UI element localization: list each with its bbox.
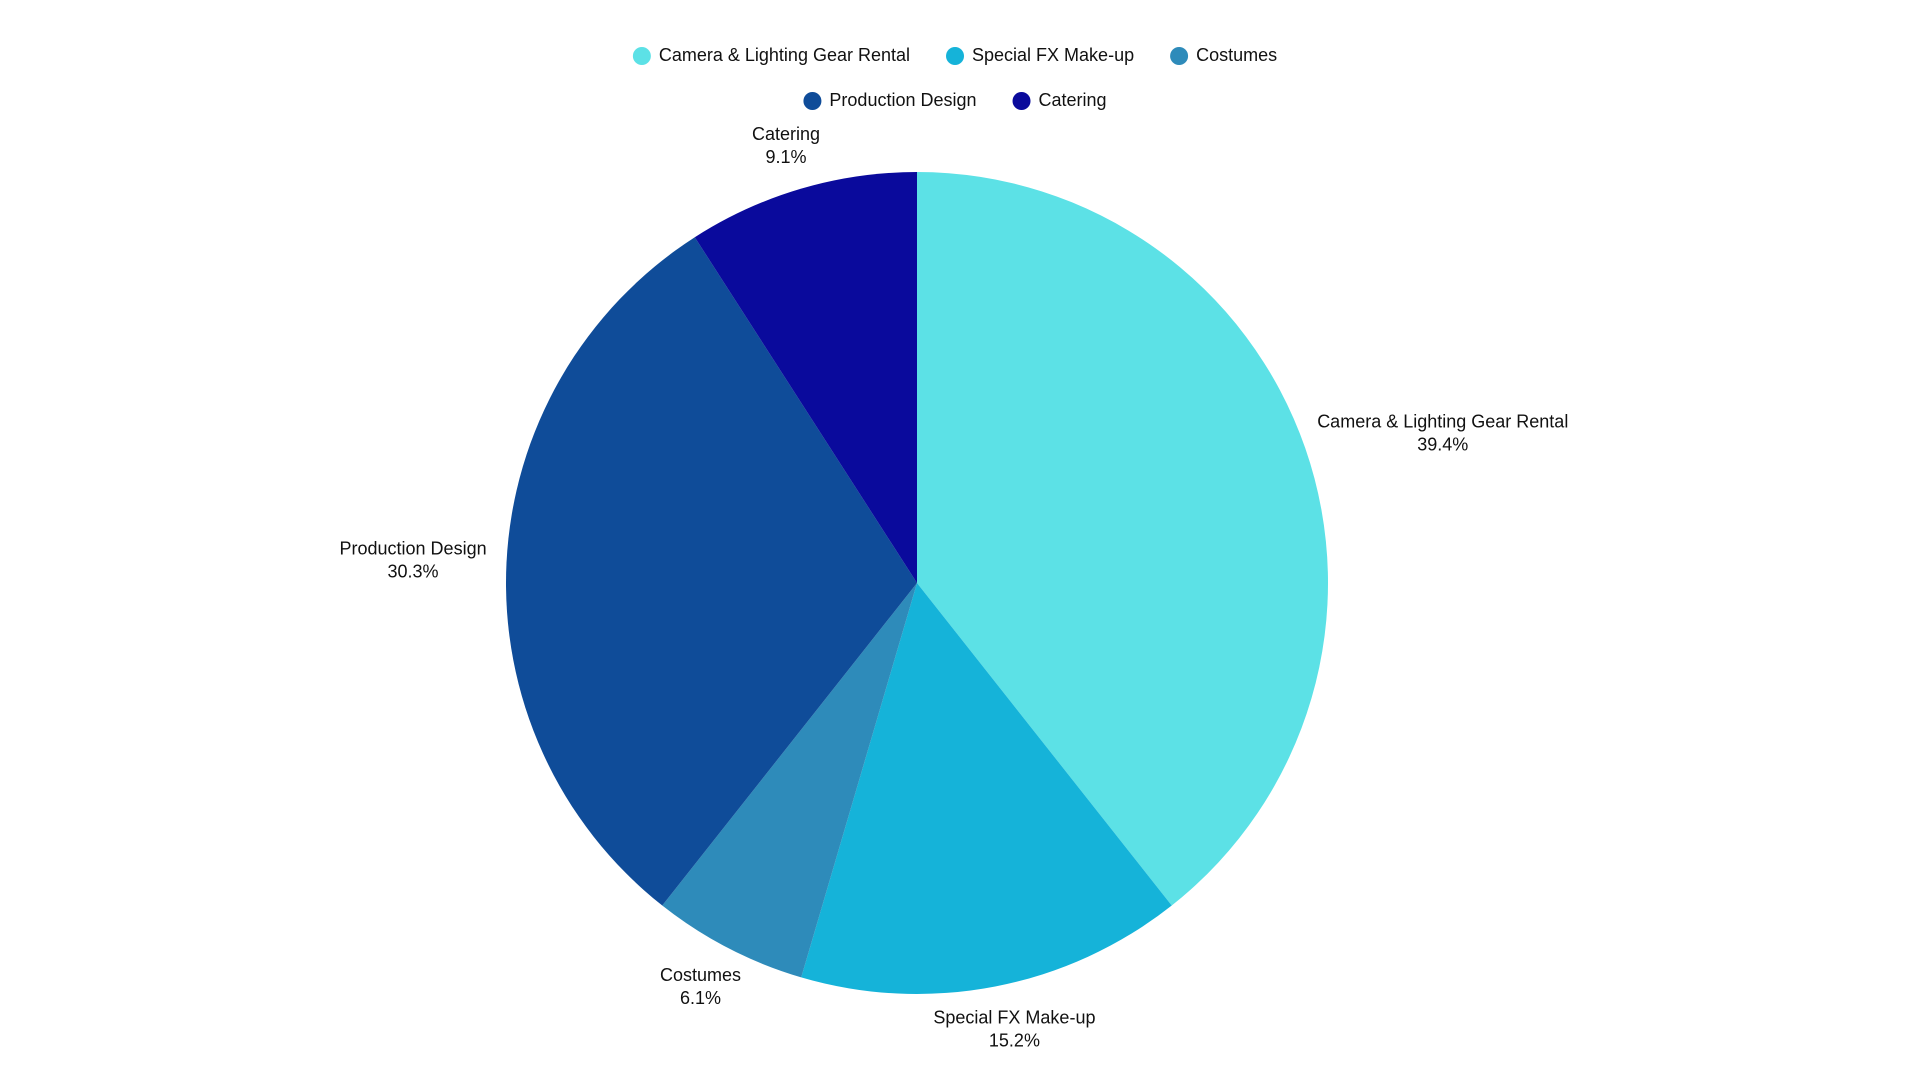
legend-swatch	[946, 47, 965, 65]
slice-value-label: 15.2%	[989, 1030, 1040, 1050]
slice-value-label: 9.1%	[765, 147, 806, 167]
slice-label: Production Design	[340, 539, 487, 559]
legend-label: Costumes	[1196, 45, 1277, 65]
slice-label: Costumes	[660, 965, 741, 985]
legend-row: Production Design Catering	[803, 90, 1107, 110]
slice-label: Special FX Make-up	[933, 1007, 1095, 1027]
legend-swatch	[1170, 47, 1189, 65]
slice-value-label: 30.3%	[388, 562, 439, 582]
pie-slice	[801, 583, 1172, 995]
legend-swatch	[803, 92, 822, 110]
legend-label: Production Design	[829, 90, 976, 110]
legend-row: Camera & Lighting Gear Rental Special FX …	[632, 45, 1277, 65]
slice-label: Camera & Lighting Gear Rental	[1317, 411, 1568, 431]
pie-slice	[917, 172, 1328, 906]
slice-label: Catering	[752, 124, 820, 144]
pie-slice	[694, 172, 917, 583]
legend-label: Special FX Make-up	[972, 45, 1134, 65]
pie-slice	[505, 237, 917, 906]
legend-label: Camera & Lighting Gear Rental	[659, 45, 910, 65]
slice-value-label: 39.4%	[1417, 434, 1468, 454]
slice-value-label: 6.1%	[680, 988, 721, 1008]
legend-swatch	[1012, 92, 1031, 110]
pie-slice	[662, 583, 917, 978]
legend-swatch	[632, 47, 651, 65]
legend-label: Catering	[1039, 90, 1107, 110]
